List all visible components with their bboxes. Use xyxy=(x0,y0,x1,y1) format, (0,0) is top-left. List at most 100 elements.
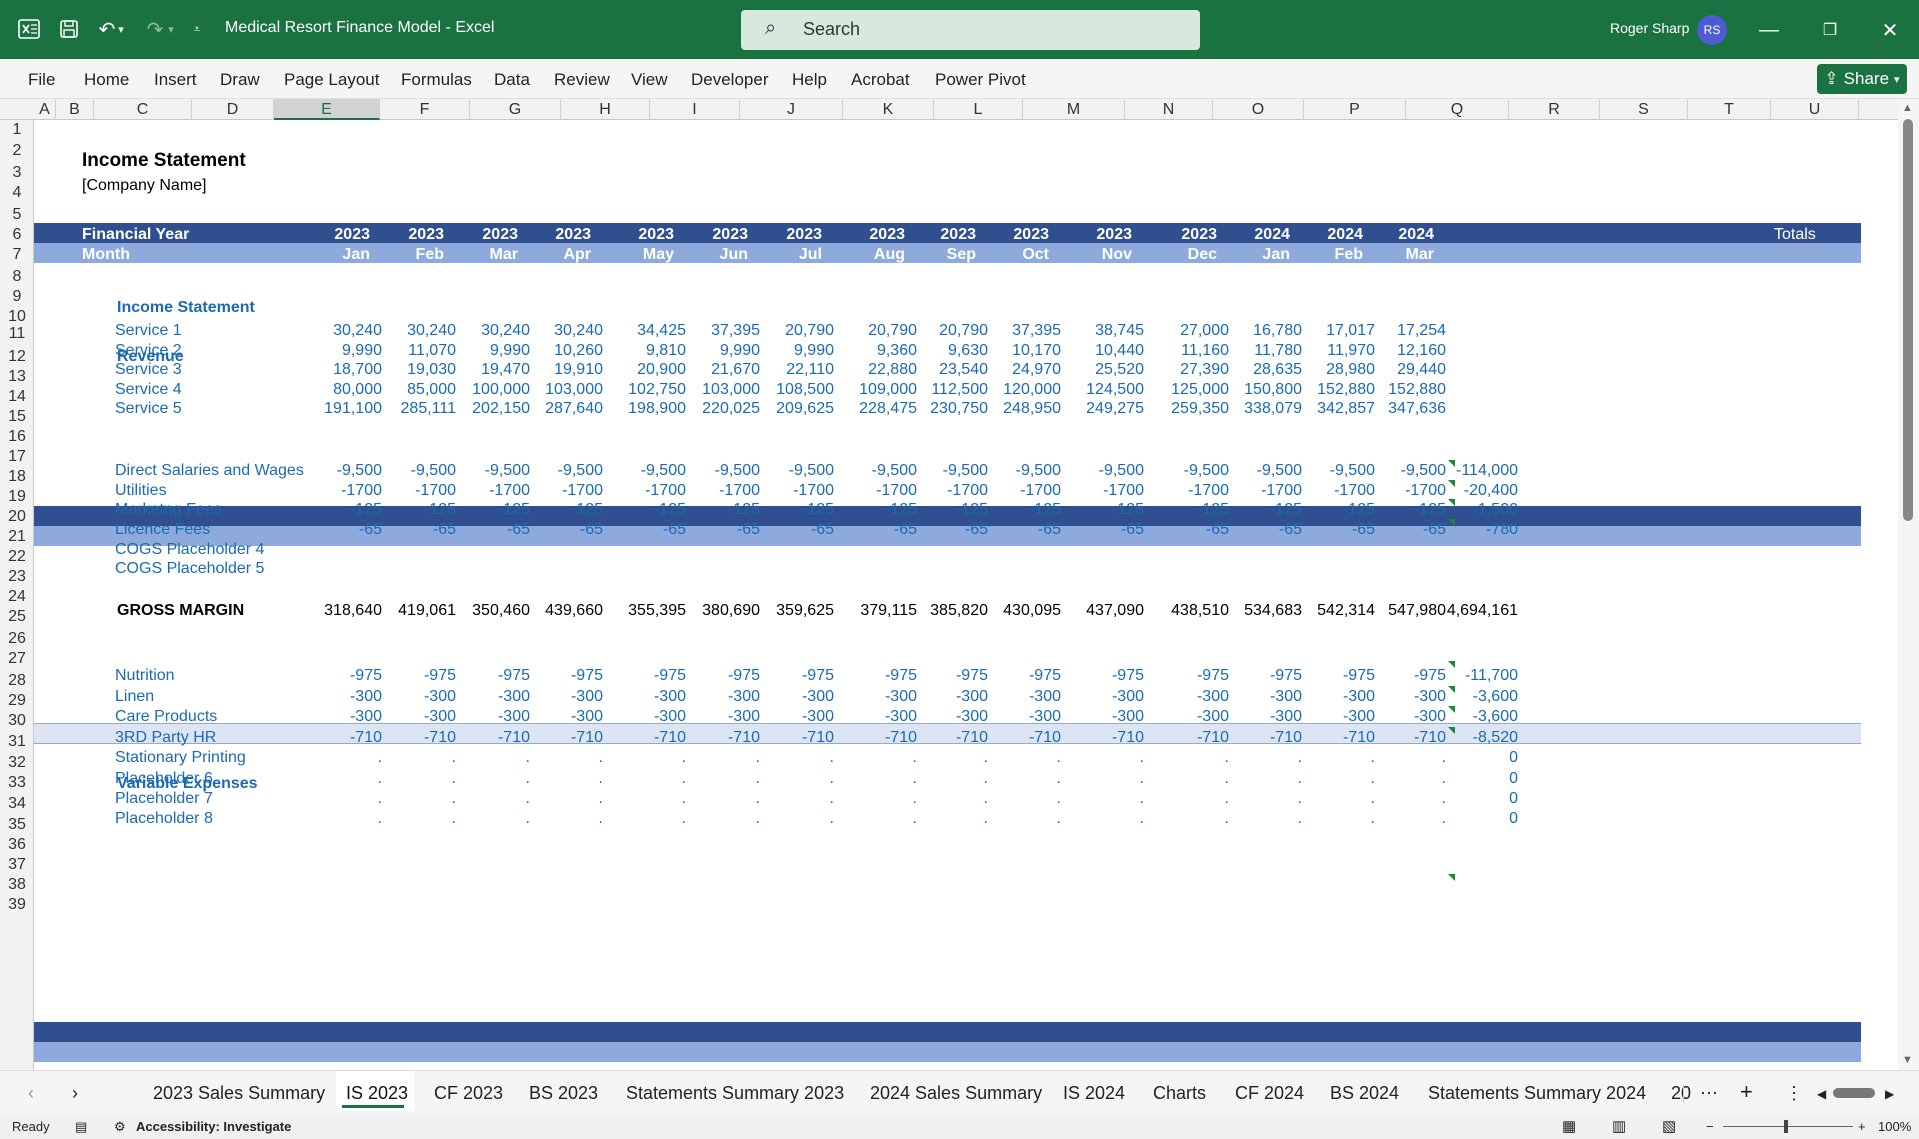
sheet-options-icon[interactable]: ⋮ xyxy=(1785,1083,1803,1103)
row-header-21[interactable]: 21 xyxy=(8,528,26,545)
variable-expense-row-total[interactable]: 0 xyxy=(1509,770,1518,787)
gross-margin-total[interactable]: 4,694,161 xyxy=(1446,602,1518,619)
variable-expense-row-value[interactable]: -975 xyxy=(1342,667,1375,684)
variable-expense-row-value[interactable]: -975 xyxy=(801,667,834,684)
revenue-row-value[interactable]: 230,750 xyxy=(930,400,988,417)
total-variable-expenses-value[interactable]: -2,285 xyxy=(942,856,988,873)
variable-expense-row-value[interactable]: -975 xyxy=(1028,667,1061,684)
year-header[interactable]: 2023 xyxy=(555,226,591,243)
variable-expense-row-value[interactable]: . xyxy=(1224,810,1229,827)
total-admin-salary-value[interactable]: -4,063 xyxy=(714,876,760,893)
month-header[interactable]: Dec xyxy=(1187,246,1217,263)
column-header-s[interactable]: S xyxy=(1600,99,1688,120)
variable-expense-row-value[interactable]: -300 xyxy=(1196,708,1229,725)
sheet-tab-is-2023[interactable]: IS 2023 xyxy=(346,1083,409,1103)
year-header[interactable]: 2023 xyxy=(940,226,976,243)
undo-dropdown-icon[interactable]: ▾ xyxy=(118,23,124,36)
variable-expense-row-value[interactable]: -300 xyxy=(955,688,988,705)
variable-expense-row-value[interactable]: . xyxy=(912,810,917,827)
variable-expense-row-value[interactable]: -710 xyxy=(884,729,917,746)
prev-sheet-icon[interactable]: ‹ xyxy=(28,1083,34,1103)
cogs-row-value[interactable]: -1700 xyxy=(415,482,456,499)
redo-icon[interactable]: ↷ xyxy=(146,18,164,41)
cogs-row-label[interactable]: Licence Fees xyxy=(115,521,211,538)
revenue-row-value[interactable]: 27,390 xyxy=(1180,361,1229,378)
row-header-10[interactable]: 10 xyxy=(8,308,26,325)
revenue-row-value[interactable]: 9,810 xyxy=(645,342,686,359)
customize-qat-icon[interactable]: ⩡ xyxy=(193,21,201,36)
variable-expense-row-value[interactable]: . xyxy=(1056,790,1061,807)
total-cogs-value[interactable]: -11,390 xyxy=(549,443,603,460)
cogs-row-value[interactable]: -9,500 xyxy=(1329,462,1375,479)
revenue-row-value[interactable]: 29,440 xyxy=(1397,361,1446,378)
gross-margin-value[interactable]: 359,625 xyxy=(776,602,834,619)
year-header[interactable]: 2023 xyxy=(712,226,748,243)
cogs-row-value[interactable]: -125 xyxy=(570,501,603,518)
share-button[interactable]: ⇪ Share ▾ xyxy=(1817,64,1907,94)
cogs-row-value[interactable]: -65 xyxy=(964,521,988,538)
cogs-row-value[interactable]: -65 xyxy=(358,521,382,538)
column-header-h[interactable]: H xyxy=(561,99,650,120)
cogs-row-value[interactable]: -65 xyxy=(1422,521,1446,538)
variable-expense-row-value[interactable]: . xyxy=(1056,749,1061,766)
total-cogs-value[interactable]: -11,390 xyxy=(476,443,530,460)
zoom-slider[interactable] xyxy=(1723,1126,1853,1127)
cogs-row-value[interactable]: -65 xyxy=(432,521,456,538)
next-sheet-icon[interactable]: › xyxy=(72,1083,78,1103)
revenue-row-value[interactable]: 285,111 xyxy=(400,400,456,417)
month-header[interactable]: Sep xyxy=(946,246,976,263)
cogs-row-value[interactable]: -9,500 xyxy=(410,462,456,479)
total-variable-expenses-value[interactable]: -2,285 xyxy=(1098,856,1144,873)
variable-expense-row-value[interactable]: -710 xyxy=(1111,729,1144,746)
revenue-row-value[interactable]: 249,275 xyxy=(1086,400,1144,417)
revenue-row-value[interactable]: 18,700 xyxy=(333,361,382,378)
column-header-r[interactable]: R xyxy=(1509,99,1600,120)
variable-expense-row-value[interactable]: . xyxy=(681,770,686,787)
variable-expense-row-value[interactable]: -300 xyxy=(1111,688,1144,705)
total-cogs-value[interactable]: -11,390 xyxy=(1392,443,1446,460)
variable-expense-row-value[interactable]: . xyxy=(525,749,530,766)
total-admin-salary-value[interactable]: -4,063 xyxy=(336,876,382,893)
revenue-row-value[interactable]: 25,520 xyxy=(1095,361,1144,378)
total-cogs-value[interactable]: -11,390 xyxy=(1090,443,1144,460)
sheet-tab-cf-2023[interactable]: CF 2023 xyxy=(434,1083,504,1103)
revenue-row-value[interactable]: 20,900 xyxy=(637,361,686,378)
cogs-row-label[interactable]: Marketng Fees xyxy=(115,501,222,518)
cogs-row-value[interactable]: -9,500 xyxy=(1183,462,1229,479)
avatar[interactable]: RS xyxy=(1697,15,1727,45)
variable-expense-row-value[interactable]: . xyxy=(1441,770,1446,787)
column-header-j[interactable]: J xyxy=(740,99,843,120)
row-header-18[interactable]: 18 xyxy=(8,468,26,485)
month-header[interactable]: Jul xyxy=(798,246,822,263)
gross-margin-value[interactable]: 547,980 xyxy=(1388,602,1446,619)
cogs-row-value[interactable]: -125 xyxy=(1413,501,1446,518)
row-header-26[interactable]: 26 xyxy=(8,630,26,647)
revenue-row-value[interactable]: 109,000 xyxy=(859,381,917,398)
total-admin-salary-value[interactable]: -4,063 xyxy=(1400,876,1446,893)
variable-expense-row-total[interactable]: 0 xyxy=(1509,790,1518,807)
year-header[interactable]: 2023 xyxy=(334,226,370,243)
cogs-row-value[interactable]: -9,500 xyxy=(1256,462,1302,479)
variable-expense-row-value[interactable]: . xyxy=(681,810,686,827)
revenue-row-value[interactable]: 30,240 xyxy=(407,322,456,339)
year-header[interactable]: 2023 xyxy=(482,226,518,243)
revenue-row-value[interactable]: 80,000 xyxy=(333,381,382,398)
cogs-row-value[interactable]: -1700 xyxy=(793,482,834,499)
gross-margin-value[interactable]: 379,115 xyxy=(860,602,917,619)
variable-expense-row-label[interactable]: Nutrition xyxy=(115,667,175,684)
row-header-33[interactable]: 33 xyxy=(8,774,26,791)
sheet-tab-cf-2024[interactable]: CF 2024 xyxy=(1235,1083,1305,1103)
cogs-row-value[interactable]: -1700 xyxy=(341,482,382,499)
minimize-icon[interactable]: — xyxy=(1759,18,1779,41)
month-header[interactable]: Oct xyxy=(1022,246,1049,263)
variable-expense-row-value[interactable]: -300 xyxy=(884,708,917,725)
total-cogs-value[interactable]: -11,390 xyxy=(328,443,382,460)
cogs-row-value[interactable]: -9,500 xyxy=(714,462,760,479)
revenue-row-value[interactable]: 338,079 xyxy=(1244,400,1302,417)
cogs-row-value[interactable]: -125 xyxy=(349,501,382,518)
gross-margin-value[interactable]: 318,640 xyxy=(324,602,382,619)
vertical-scrollbar[interactable]: ▲ ▼ xyxy=(1898,99,1919,1070)
variable-expense-row-value[interactable]: . xyxy=(829,749,834,766)
gross-margin-value[interactable]: 355,395 xyxy=(628,602,686,619)
revenue-row-value[interactable]: 11,970 xyxy=(1327,342,1375,359)
